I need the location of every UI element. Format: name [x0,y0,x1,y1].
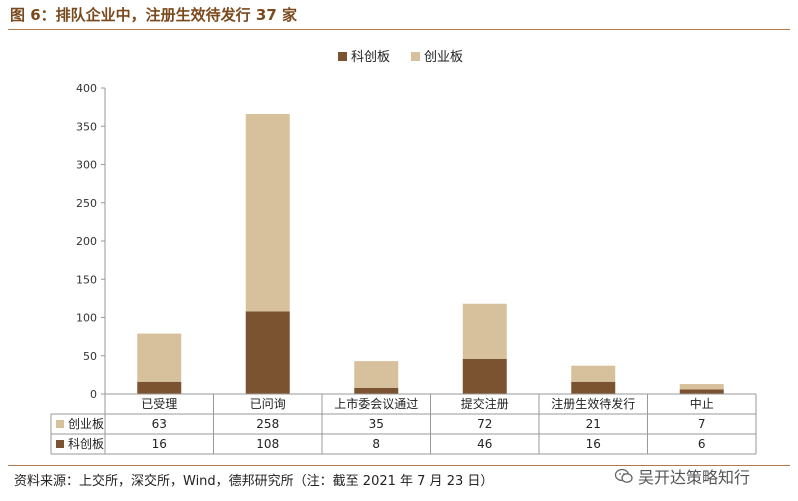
bars [137,114,724,394]
data-label-1-0: 63 [152,417,167,431]
bar-0-0 [137,381,182,394]
bar-0-4 [571,381,616,394]
y-tick-label-2: 100 [76,312,97,325]
data-label-1-1: 258 [256,417,279,431]
source-divider [8,465,790,466]
legend-label-0: 科创板 [351,50,390,65]
y-tick-label-3: 150 [76,273,97,286]
data-label-1-4: 21 [586,417,601,431]
y-tick-label-0: 0 [90,388,97,401]
x-tick-label-4: 注册生效待发行 [551,396,635,411]
legend-label-1: 创业板 [424,50,463,65]
x-tick-label-5: 中止 [690,396,714,411]
title-divider [8,29,790,30]
bar-1-0 [137,333,182,382]
bar-0-3 [462,358,507,394]
data-label-0-1: 108 [256,437,279,451]
data-label-0-3: 46 [477,437,492,451]
table-row-label-1: 创业板 [68,417,104,431]
legend: 科创板 创业板 [338,50,463,65]
data-label-1-2: 35 [369,417,384,431]
y-tick-label-4: 200 [76,235,97,248]
bar-1-5 [679,384,724,390]
data-label-1-5: 7 [698,417,706,431]
wechat-icon [614,468,633,483]
y-tick-label-1: 50 [83,350,97,363]
source-note: 资料来源：上交所，深交所，Wind，德邦研究所（注：截至 2021 年 7 月 … [14,474,494,489]
x-tick-label-2: 上市委会议通过 [334,396,418,411]
data-label-0-4: 16 [586,437,601,451]
legend-swatch-1 [411,52,420,61]
y-tick-label-7: 350 [76,120,97,133]
bar-0-1 [245,311,290,394]
table-swatch-0 [56,440,64,448]
bar-1-1 [245,114,290,312]
watermark: 吴开达策略知行 [614,464,750,488]
data-label-0-0: 16 [152,437,167,451]
x-tick-label-0: 已受理 [141,397,177,411]
table-row-label-0: 科创板 [68,437,104,451]
bar-1-4 [571,365,616,382]
x-tick-label-3: 提交注册 [461,396,509,411]
chart-title: 图 6：排队企业中，注册生效待发行 37 家 [10,6,297,24]
bar-0-2 [354,387,399,394]
bar-1-3 [462,303,507,359]
y-tick-label-5: 250 [76,197,97,210]
data-label-1-3: 72 [477,417,492,431]
x-tick-label-1: 已问询 [250,397,286,411]
bar-1-2 [354,361,399,388]
watermark-text: 吴开达策略知行 [638,468,751,487]
y-tick-label-6: 300 [76,159,97,172]
data-label-0-5: 6 [698,437,706,451]
table-swatch-1 [56,420,64,428]
data-label-0-2: 8 [372,437,380,451]
legend-swatch-0 [338,52,347,61]
y-tick-label-8: 400 [76,82,97,95]
bar-0-5 [679,389,724,394]
